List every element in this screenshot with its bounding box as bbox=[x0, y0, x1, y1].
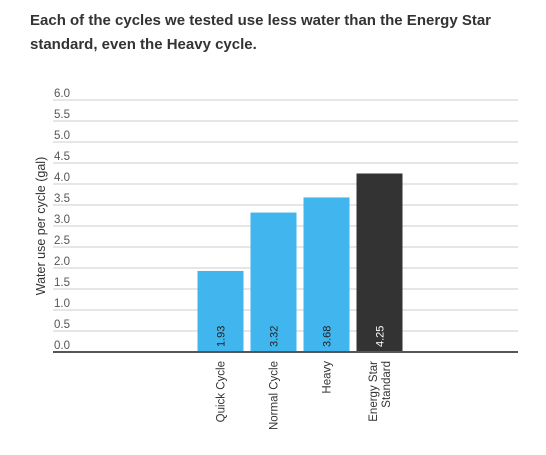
labels: 0.0 0.5 1.0 1.5 2.0 2.5 3.0 3.5 4.0 4.5 5.0 5.5 6.0 W… bbox=[34, 88, 393, 430]
y-tick-label: 3.0 bbox=[54, 214, 70, 226]
category-label: Energy Star bbox=[368, 361, 380, 422]
bar bbox=[303, 197, 350, 352]
bars bbox=[197, 173, 403, 352]
bar bbox=[250, 212, 297, 352]
chart-title: Each of the cycles we tested use less wa… bbox=[30, 12, 492, 53]
category-label: Standard bbox=[381, 361, 393, 408]
value-label: 4.25 bbox=[375, 326, 387, 347]
y-tick-label: 5.0 bbox=[54, 130, 70, 142]
y-tick-label: 2.0 bbox=[54, 256, 70, 268]
category-label: Normal Cycle bbox=[269, 361, 281, 430]
y-tick-label: 2.5 bbox=[54, 235, 70, 247]
y-tick-label: 4.5 bbox=[54, 151, 70, 163]
y-tick-label: 3.5 bbox=[54, 193, 70, 205]
value-label: 3.68 bbox=[322, 326, 334, 347]
value-label: 3.32 bbox=[269, 326, 281, 347]
y-tick-label: 4.0 bbox=[54, 172, 70, 184]
y-tick-label: 0.0 bbox=[54, 340, 70, 352]
category-label: Heavy bbox=[322, 361, 334, 394]
y-tick-label: 5.5 bbox=[54, 109, 70, 121]
y-tick-label: 1.5 bbox=[54, 277, 70, 289]
y-tick-label: 1.0 bbox=[54, 298, 70, 310]
y-tick-label: 6.0 bbox=[54, 88, 70, 100]
gridlines bbox=[53, 99, 518, 332]
bar bbox=[356, 173, 403, 352]
y-tick-label: 0.5 bbox=[54, 319, 70, 331]
value-label: 1.93 bbox=[216, 326, 228, 347]
category-label: Quick Cycle bbox=[216, 361, 228, 422]
y-axis-title: Water use per cycle (gal) bbox=[34, 157, 48, 295]
bar bbox=[197, 270, 244, 352]
